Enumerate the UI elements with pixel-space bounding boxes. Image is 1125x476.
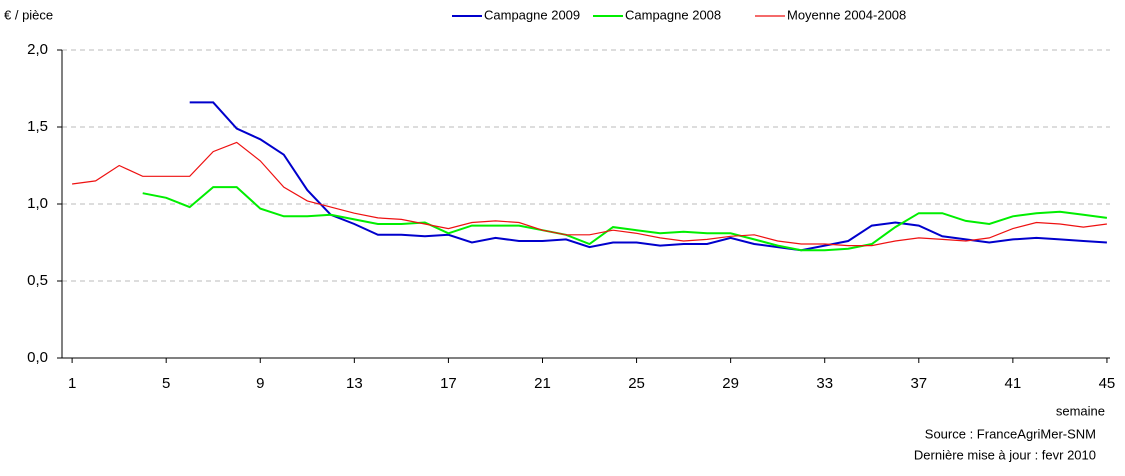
update-note: Dernière mise à jour : fevr 2010 [914,447,1096,462]
x-tick-label: 13 [346,375,363,392]
y-tick-label: 0,5 [27,272,48,289]
source-note: Source : FranceAgriMer-SNM [925,426,1096,441]
y-axis-label: € / pièce [4,7,53,22]
x-tick-label: 9 [256,375,264,392]
x-tick-label: 17 [440,375,457,392]
x-tick-label: 45 [1099,375,1116,392]
y-tick-label: 1,5 [27,118,48,135]
legend-label: Moyenne 2004-2008 [787,7,906,22]
x-tick-label: 37 [910,375,927,392]
legend-label: Campagne 2009 [484,7,580,22]
y-tick-label: 2,0 [27,41,48,58]
x-tick-label: 25 [628,375,645,392]
x-tick-label: 33 [816,375,833,392]
x-tick-label: 29 [722,375,739,392]
x-tick-label: 21 [534,375,551,392]
series-line [72,141,1107,247]
series-line [142,186,1108,252]
y-tick-label: 1,0 [27,195,48,212]
y-tick-label: 0,0 [27,349,48,366]
x-tick-label: 5 [162,375,170,392]
x-axis-label: semaine [1056,403,1105,418]
x-tick-label: 41 [1005,375,1022,392]
x-tick-label: 1 [68,375,76,392]
legend-label: Campagne 2008 [625,7,721,22]
series-line [189,101,1107,252]
